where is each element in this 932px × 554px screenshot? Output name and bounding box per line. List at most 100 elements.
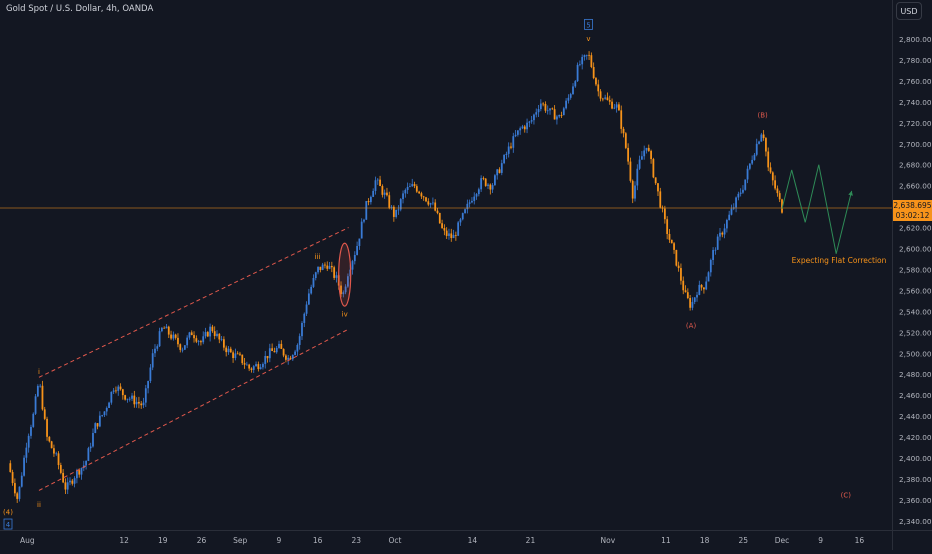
candle-body: [273, 351, 276, 353]
candle-body: [533, 114, 535, 121]
candle-body: [753, 154, 756, 160]
candle-body: [96, 423, 99, 427]
candle-body: [643, 150, 646, 157]
candle-body: [546, 110, 549, 112]
candle-body: [767, 151, 770, 168]
wave-label-box: [3, 518, 13, 530]
candle-body: [87, 448, 90, 461]
candle-body: [200, 341, 202, 343]
candle-body: [494, 175, 496, 186]
candle-body: [730, 208, 733, 215]
candle-body: [225, 347, 228, 353]
candle-body: [569, 94, 572, 98]
candle-body: [514, 134, 517, 137]
candle-body: [505, 153, 508, 155]
candle-body: [193, 335, 195, 339]
wave-label: 4: [6, 521, 11, 529]
candle-body: [406, 186, 409, 190]
candle-body: [9, 463, 12, 473]
candle-body: [179, 344, 182, 350]
candle-body: [147, 381, 150, 389]
channel-line: [38, 227, 349, 378]
candle-body: [438, 212, 441, 224]
candle-body: [174, 334, 177, 338]
candle-body: [197, 341, 200, 342]
candle-body: [298, 336, 301, 345]
y-tick-label: 2,480.000: [899, 370, 932, 379]
wave-label-box: [584, 18, 593, 30]
candle-body: [484, 178, 487, 186]
candle-body: [769, 167, 772, 173]
candle-body: [89, 446, 92, 449]
currency-button[interactable]: USD: [896, 2, 922, 20]
candle-body: [574, 81, 577, 87]
candle-body: [351, 261, 354, 270]
candle-body: [657, 183, 659, 192]
candle-body: [280, 343, 283, 349]
candle-body: [634, 185, 636, 199]
wave-iv-ellipse: [338, 242, 352, 307]
candle-body: [464, 209, 466, 214]
symbol-title: Gold Spot / U.S. Dollar, 4h, OANDA: [6, 4, 154, 14]
candle-body: [523, 126, 526, 130]
candle-body: [335, 275, 338, 278]
candle-body: [36, 385, 39, 397]
candle-body: [324, 264, 326, 266]
candle-body: [666, 219, 669, 234]
candle-body: [684, 290, 687, 293]
wave-label: (B): [758, 111, 769, 119]
candle-body: [760, 134, 763, 142]
candle-body: [262, 363, 264, 368]
candle-body: [618, 104, 620, 111]
candle-body: [216, 333, 218, 337]
candle-body: [328, 266, 331, 269]
y-tick-label: 2,340.000: [899, 517, 932, 526]
y-tick-label: 2,660.000: [899, 182, 932, 191]
candle-body: [211, 326, 214, 332]
candle-body: [232, 352, 234, 359]
candle-body: [55, 453, 58, 455]
x-tick-label: 26: [197, 536, 207, 545]
candle-body: [271, 348, 274, 352]
candle-body: [144, 388, 147, 403]
candle-body: [32, 413, 35, 427]
candle-body: [691, 301, 694, 308]
candle-body: [195, 338, 198, 342]
candle-body: [220, 339, 223, 341]
x-tick-label: Sep: [233, 536, 247, 545]
candle-body: [50, 441, 53, 449]
candle-body: [558, 115, 561, 117]
candle-body: [562, 108, 565, 116]
annotation-label: Expecting Flat Correction: [792, 256, 887, 265]
candle-body: [128, 398, 131, 400]
candle-body: [457, 222, 460, 236]
candle-body: [459, 219, 462, 223]
x-tick-label: 25: [739, 536, 749, 545]
candle-body: [103, 411, 106, 416]
y-tick-label: 2,400.000: [899, 454, 932, 463]
candle-body: [248, 364, 251, 369]
candle-body: [512, 136, 515, 148]
candle-body: [551, 108, 554, 110]
candle-body: [53, 448, 55, 454]
candle-body: [294, 351, 296, 355]
candle-body: [204, 332, 207, 337]
candle-body: [471, 200, 473, 203]
candle-body: [259, 367, 262, 370]
candle-body: [305, 304, 308, 314]
candle-body: [498, 169, 501, 173]
candle-body: [659, 191, 662, 208]
candle-body: [395, 209, 398, 217]
candle-body: [250, 368, 253, 370]
y-tick-label: 2,460.000: [899, 391, 932, 400]
wave-label: 5: [586, 21, 590, 29]
candle-body: [645, 147, 648, 151]
wave-label: (A): [686, 322, 697, 330]
wave-label: iii: [315, 253, 321, 261]
candle-body: [640, 156, 643, 160]
candle-body: [739, 192, 742, 194]
candle-body: [392, 206, 395, 217]
candle-body: [742, 189, 744, 193]
